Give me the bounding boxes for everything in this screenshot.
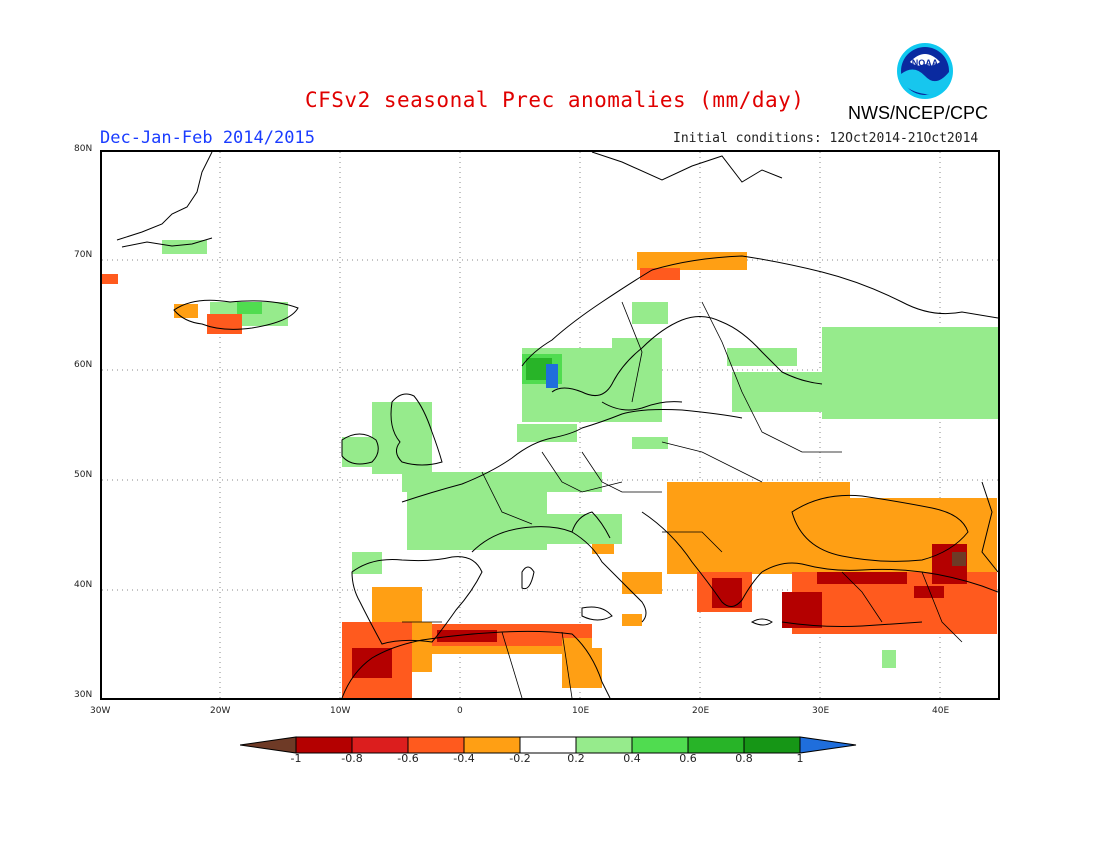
- colorbar-right-arrow: [799, 736, 857, 754]
- logo-text: NOAA: [912, 58, 939, 68]
- lat-tick-40n: 40N: [74, 580, 93, 590]
- colorbar: [240, 736, 857, 754]
- lon-tick-20e: 20E: [692, 706, 710, 716]
- colorbar-segment: [351, 736, 409, 754]
- lat-tick-60n: 60N: [74, 360, 93, 370]
- colorbar-left-arrow: [240, 736, 297, 754]
- lon-tick-10e: 10E: [572, 706, 590, 716]
- colorbar-tick-label: -0.4: [453, 752, 475, 765]
- colorbar-tick-label: -1: [290, 752, 302, 765]
- anomaly-fill-layer: [102, 240, 998, 698]
- colorbar-segment: [687, 736, 745, 754]
- colorbar-segment: [463, 736, 521, 754]
- lon-tick-20w: 20W: [210, 706, 231, 716]
- lat-tick-80n: 80N: [74, 144, 93, 154]
- precip-anomaly-map: 30N 40N 50N 60N 70N 80N 30W 20W 10W 0 10…: [74, 144, 1000, 716]
- chart-title: CFSv2 seasonal Prec anomalies (mm/day): [305, 88, 805, 112]
- lat-tick-30n: 30N: [74, 690, 93, 700]
- colorbar-tick-label: 0.8: [735, 752, 753, 765]
- agency-label: NWS/NCEP/CPC: [848, 103, 989, 123]
- lon-tick-10w: 10W: [330, 706, 351, 716]
- colorbar-tick-label: -0.8: [341, 752, 363, 765]
- coastlines: [116, 151, 999, 699]
- colorbar-tick-label: 0.2: [567, 752, 585, 765]
- colorbar-tick-label: 0.4: [623, 752, 641, 765]
- colorbar-segment: [743, 736, 801, 754]
- lon-tick-0: 0: [457, 706, 463, 716]
- noaa-logo-icon: NOAA: [897, 43, 953, 99]
- season-subtitle: Dec-Jan-Feb 2014/2015: [100, 128, 315, 148]
- colorbar-segment: [407, 736, 465, 754]
- colorbar-tick-label: 0.6: [679, 752, 697, 765]
- colorbar-segment: [631, 736, 689, 754]
- lon-tick-30e: 30E: [812, 706, 830, 716]
- lon-tick-30w: 30W: [90, 706, 111, 716]
- initial-conditions: Initial conditions: 12Oct2014-21Oct2014: [673, 131, 979, 146]
- colorbar-segment: [519, 736, 577, 754]
- colorbar-tick-label: -0.2: [509, 752, 531, 765]
- lat-tick-70n: 70N: [74, 250, 93, 260]
- colorbar-segment: [575, 736, 633, 754]
- colorbar-tick-label: -0.6: [397, 752, 419, 765]
- colorbar-tick-label: 1: [796, 752, 804, 765]
- lon-tick-40e: 40E: [932, 706, 950, 716]
- colorbar-segment: [295, 736, 353, 754]
- borders: [402, 301, 963, 699]
- lat-tick-50n: 50N: [74, 470, 93, 480]
- map-svg: [102, 151, 999, 699]
